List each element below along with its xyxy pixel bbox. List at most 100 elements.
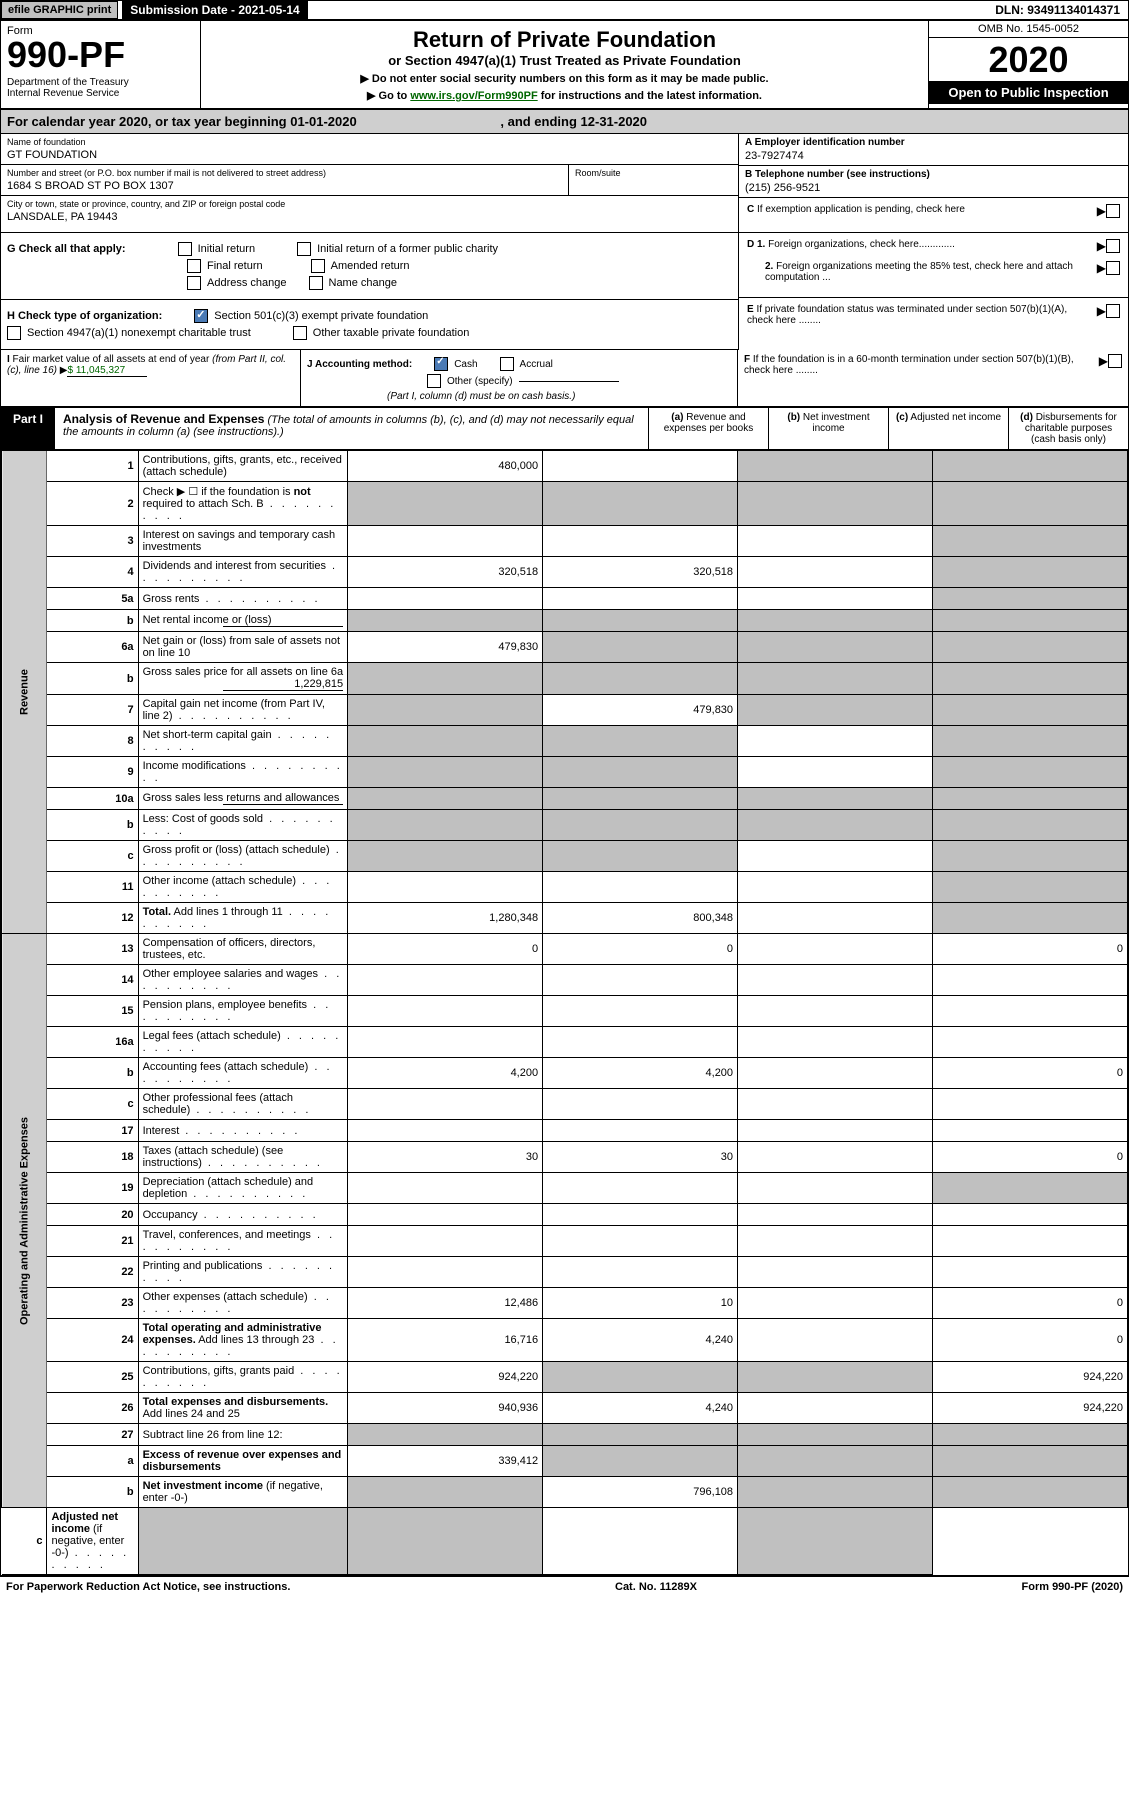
table-row: 21Travel, conferences, and meetings	[2, 1226, 1128, 1257]
cell-shaded	[738, 810, 933, 841]
check-e[interactable]	[1106, 304, 1120, 318]
addr-label: Number and street (or P.O. box number if…	[7, 168, 562, 178]
check-initial-former[interactable]	[297, 242, 311, 256]
opex-label: Operating and Administrative Expenses	[2, 934, 47, 1508]
line-desc: Travel, conferences, and meetings	[138, 1226, 348, 1257]
cell-shaded	[738, 1362, 933, 1393]
line-number: 1	[47, 451, 138, 482]
cell-value	[738, 965, 933, 996]
cell-shaded	[543, 810, 738, 841]
check-cash[interactable]	[434, 357, 448, 371]
cell-shaded	[738, 663, 933, 695]
page-footer: For Paperwork Reduction Act Notice, see …	[0, 1576, 1129, 1597]
table-row: 19Depreciation (attach schedule) and dep…	[2, 1173, 1128, 1204]
check-accrual[interactable]	[500, 357, 514, 371]
check-c[interactable]	[1106, 204, 1120, 218]
line-desc: Accounting fees (attach schedule)	[138, 1058, 348, 1089]
e-text: E If private foundation status was termi…	[747, 304, 1097, 326]
cell-value	[738, 1120, 933, 1142]
cell-value	[738, 903, 933, 934]
line-desc: Total. Add lines 1 through 11	[138, 903, 348, 934]
cell-value	[543, 1204, 738, 1226]
cell-value: 0	[543, 934, 738, 965]
table-row: 15Pension plans, employee benefits	[2, 996, 1128, 1027]
check-c-text: C If exemption application is pending, c…	[747, 204, 1097, 215]
cell-value	[543, 1173, 738, 1204]
cell-value	[738, 526, 933, 557]
ein-label: A Employer identification number	[745, 137, 1122, 148]
line-desc: Printing and publications	[138, 1257, 348, 1288]
line-number: 3	[47, 526, 138, 557]
form-container: efile GRAPHIC print Submission Date - 20…	[0, 0, 1129, 1576]
check-name-change[interactable]	[309, 276, 323, 290]
line-number: 15	[47, 996, 138, 1027]
irs-link[interactable]: www.irs.gov/Form990PF	[410, 90, 537, 102]
cell-shaded	[933, 482, 1128, 526]
check-addr-change[interactable]	[187, 276, 201, 290]
cell-shaded	[348, 757, 543, 788]
cell-value	[933, 1089, 1128, 1120]
phone: (215) 256-9521	[745, 182, 1122, 194]
cell-shaded	[738, 695, 933, 726]
cell-value	[738, 1027, 933, 1058]
table-row: bGross sales price for all assets on lin…	[2, 663, 1128, 695]
check-other-method[interactable]	[427, 374, 441, 388]
check-d1[interactable]	[1106, 239, 1120, 253]
check-other-taxable[interactable]	[293, 326, 307, 340]
cell-value: 0	[933, 1058, 1128, 1089]
col-d-header: (d) Disbursements for charitable purpose…	[1008, 408, 1128, 449]
cell-shaded	[933, 526, 1128, 557]
line-desc: Contributions, gifts, grants, etc., rece…	[138, 451, 348, 482]
table-row: 4Dividends and interest from securities3…	[2, 557, 1128, 588]
efile-print-button[interactable]: efile GRAPHIC print	[1, 1, 118, 19]
cell-value	[543, 996, 738, 1027]
check-initial[interactable]	[178, 242, 192, 256]
table-row: 25Contributions, gifts, grants paid924,2…	[2, 1362, 1128, 1393]
cell-value: 480,000	[348, 451, 543, 482]
line-number: 27	[47, 1424, 138, 1446]
cell-value: 924,220	[933, 1393, 1128, 1424]
cell-value: 4,200	[348, 1058, 543, 1089]
line-desc: Other income (attach schedule)	[138, 872, 348, 903]
check-501c3[interactable]	[194, 309, 208, 323]
cell-value	[543, 588, 738, 610]
line-number: 4	[47, 557, 138, 588]
form-header: Form 990-PF Department of the TreasuryIn…	[1, 21, 1128, 110]
line-desc: Net short-term capital gain	[138, 726, 348, 757]
table-row: bAccounting fees (attach schedule)4,2004…	[2, 1058, 1128, 1089]
check-amended[interactable]	[311, 259, 325, 273]
cell-shaded	[738, 610, 933, 632]
cell-value: 924,220	[933, 1362, 1128, 1393]
check-final[interactable]	[187, 259, 201, 273]
cell-shaded	[348, 810, 543, 841]
cell-value	[348, 1027, 543, 1058]
line-desc: Total operating and administrative expen…	[138, 1319, 348, 1362]
cell-shaded	[138, 1508, 348, 1575]
cell-shaded	[348, 726, 543, 757]
line-desc: Occupancy	[138, 1204, 348, 1226]
submission-date: Submission Date - 2021-05-14	[122, 1, 307, 19]
cell-shaded	[543, 1446, 738, 1477]
check-d2[interactable]	[1106, 261, 1120, 275]
cell-value	[933, 1027, 1128, 1058]
cell-shaded	[543, 632, 738, 663]
line-number: 22	[47, 1257, 138, 1288]
line-desc: Less: Cost of goods sold	[138, 810, 348, 841]
cell-value	[738, 1058, 933, 1089]
table-row: cOther professional fees (attach schedul…	[2, 1089, 1128, 1120]
check-f[interactable]	[1108, 354, 1122, 368]
room-suite-label: Room/suite	[568, 165, 738, 195]
table-row: 11Other income (attach schedule)	[2, 872, 1128, 903]
form-subtitle: or Section 4947(a)(1) Trust Treated as P…	[207, 53, 922, 68]
cell-shaded	[348, 1424, 543, 1446]
cell-value	[738, 872, 933, 903]
cell-shaded	[933, 903, 1128, 934]
line-desc: Gross profit or (loss) (attach schedule)	[138, 841, 348, 872]
cell-value	[738, 1319, 933, 1362]
cell-value	[738, 726, 933, 757]
cell-shaded	[933, 610, 1128, 632]
cell-shaded	[543, 841, 738, 872]
cell-value	[348, 1089, 543, 1120]
check-4947[interactable]	[7, 326, 21, 340]
line-desc: Net rental income or (loss)	[138, 610, 348, 632]
